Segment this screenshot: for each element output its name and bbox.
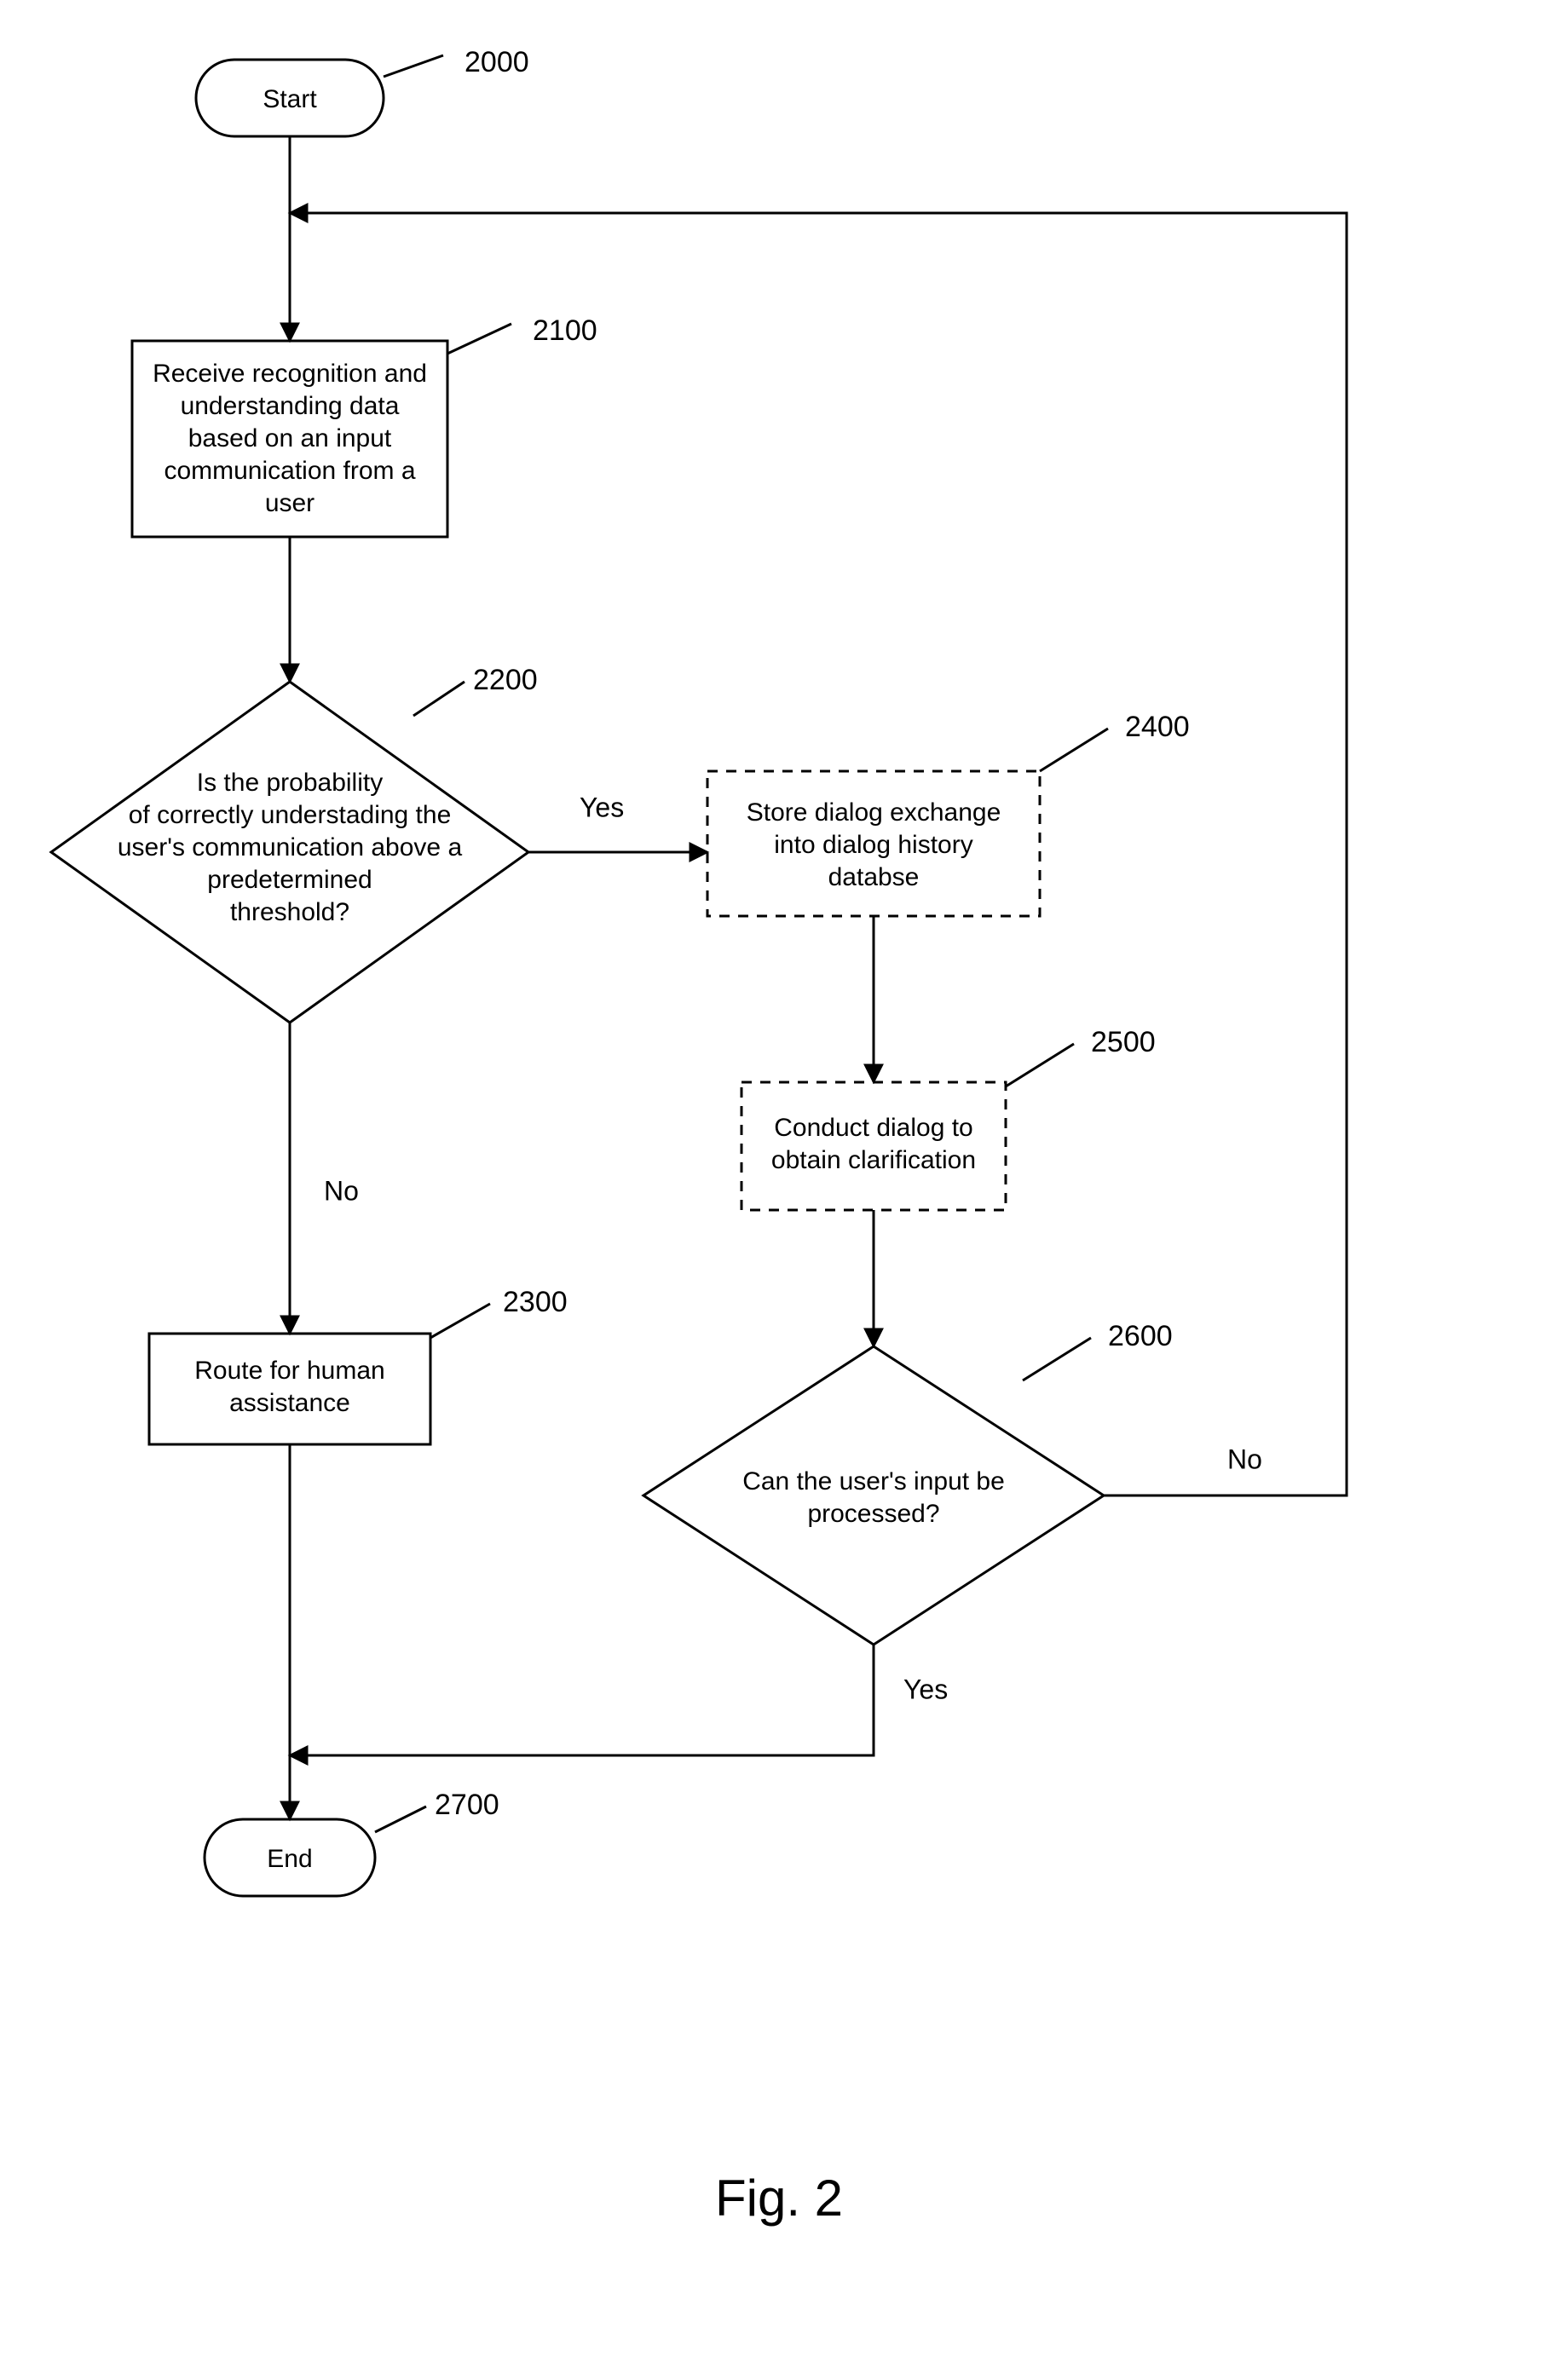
svg-text:threshold?: threshold? [230,898,349,926]
node-end-text: End [267,1845,312,1873]
label-yes-2200: Yes [580,792,624,822]
svg-text:predetermined: predetermined [207,866,372,894]
flowchart: Start 2000 Receive recognition and under… [0,0,1558,2380]
node-store: Store dialog exchange into dialog histor… [707,771,1040,916]
label-no-2600: No [1227,1444,1262,1474]
svg-text:Can the user's input be: Can the user's input be [742,1467,1005,1495]
node-decision-canprocess: Can the user's input be processed? [643,1346,1104,1645]
svg-text:based on an input: based on an input [188,424,392,452]
svg-text:of correctly understading the: of correctly understading the [129,801,452,829]
svg-text:into dialog history: into dialog history [774,831,972,859]
ref-2600: 2600 [1108,1320,1173,1352]
ref-2100: 2100 [533,314,597,347]
ref-2000: 2000 [465,46,529,78]
svg-text:assistance: assistance [229,1389,350,1417]
svg-text:Is the probability: Is the probability [197,769,383,797]
node-conduct: Conduct dialog to obtain clarification [741,1082,1006,1210]
node-end: End [205,1819,375,1896]
figure-caption: Fig. 2 [715,2170,843,2227]
ref-2500: 2500 [1091,1026,1156,1058]
svg-text:Route for human: Route for human [194,1357,384,1385]
node-start: Start [196,60,384,136]
svg-text:processed?: processed? [807,1500,939,1528]
svg-text:user: user [265,489,314,517]
label-yes-2600: Yes [903,1674,948,1704]
ref-2200: 2200 [473,664,538,696]
svg-text:Conduct dialog to: Conduct dialog to [774,1114,973,1142]
node-route: Route for human assistance [149,1334,430,1444]
ref-2400: 2400 [1125,711,1190,743]
svg-text:understanding data: understanding data [181,392,400,420]
svg-text:Receive recognition and: Receive recognition and [153,360,427,388]
svg-text:databse: databse [828,863,920,891]
node-receive: Receive recognition and understanding da… [132,341,447,537]
svg-text:obtain clarification: obtain clarification [771,1146,976,1174]
svg-text:user's communication above a: user's communication above a [118,833,463,862]
node-start-text: Start [263,85,317,113]
label-no-2200: No [324,1175,359,1206]
ref-2300: 2300 [503,1286,568,1318]
svg-text:communication from a: communication from a [164,457,415,485]
node-decision-probability: Is the probability of correctly understa… [51,682,528,1023]
svg-text:Store dialog exchange: Store dialog exchange [747,798,1001,827]
ref-2700: 2700 [435,1789,499,1821]
